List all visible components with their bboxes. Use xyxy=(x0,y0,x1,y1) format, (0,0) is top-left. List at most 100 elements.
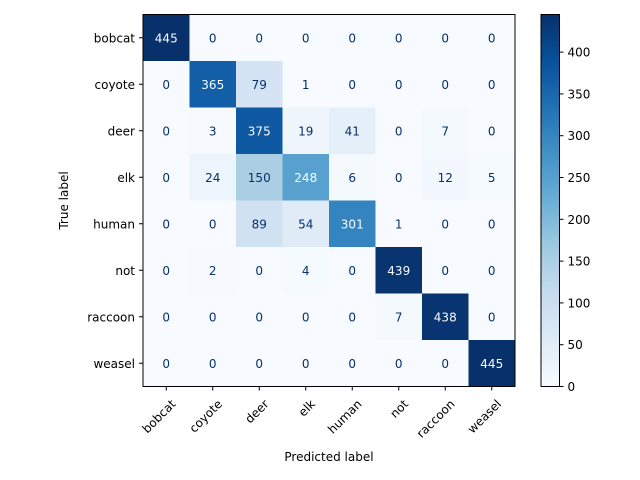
heatmap-cell xyxy=(329,14,376,62)
x-tick-label: weasel xyxy=(465,397,504,436)
heatmap-cell xyxy=(468,200,516,248)
heatmap-cell xyxy=(375,107,423,155)
cell-value-label: 0 xyxy=(488,217,496,231)
x-tick-label: bobcat xyxy=(140,397,179,436)
heatmap-cell xyxy=(422,154,469,201)
heatmap-cell xyxy=(422,340,469,387)
heatmap-cell xyxy=(375,293,423,341)
colorbar-tick-label: 200 xyxy=(568,213,591,227)
y-tick-label: not xyxy=(115,264,135,278)
colorbar-tick-label: 250 xyxy=(568,171,591,185)
x-tick-label: raccoon xyxy=(414,397,458,441)
cell-value-label: 248 xyxy=(294,171,317,185)
heatmap-cell xyxy=(375,154,423,201)
cell-value-label: 0 xyxy=(395,31,403,45)
cell-value-label: 0 xyxy=(441,217,449,231)
colorbar-tick-label: 350 xyxy=(568,87,591,101)
heatmap-cell xyxy=(282,200,330,248)
heatmap-cell xyxy=(282,340,330,387)
cell-value-label: 0 xyxy=(488,31,496,45)
heatmap-cell xyxy=(282,247,330,294)
heatmap-cell xyxy=(236,107,283,155)
x-tick-label: elk xyxy=(296,397,318,419)
y-tick-label: raccoon xyxy=(87,310,135,324)
x-tick-label: deer xyxy=(242,397,271,426)
heatmap-cell xyxy=(468,61,516,108)
heatmap-cell xyxy=(189,340,237,387)
cell-value-label: 439 xyxy=(387,264,410,278)
x-axis-ticks: bobcat coyote deer elk human not raccoon weasel xyxy=(140,386,504,441)
heatmap-cell xyxy=(236,154,283,201)
cell-value-label: 445 xyxy=(480,357,503,371)
cell-value-label: 0 xyxy=(209,357,217,371)
cell-value-label: 301 xyxy=(341,217,364,231)
cell-value-label: 19 xyxy=(298,124,313,138)
heatmap-cell xyxy=(468,247,516,294)
cell-value-label: 1 xyxy=(302,78,310,92)
cell-value-label: 0 xyxy=(395,357,403,371)
cell-value-label: 0 xyxy=(395,78,403,92)
cell-value-label: 445 xyxy=(155,31,178,45)
cell-value-label: 0 xyxy=(348,310,356,324)
cell-value-label: 0 xyxy=(255,31,263,45)
colorbar-gradient xyxy=(540,14,560,387)
cell-value-label: 12 xyxy=(438,171,453,185)
heatmap-cell xyxy=(143,14,190,62)
cell-value-label: 0 xyxy=(395,124,403,138)
cell-value-label: 4 xyxy=(302,264,310,278)
cell-value-label: 54 xyxy=(298,217,313,231)
cell-value-label: 0 xyxy=(302,310,310,324)
y-tick-label: elk xyxy=(117,171,135,185)
x-tick-label: not xyxy=(387,397,411,421)
heatmap-cell xyxy=(329,107,376,155)
heatmap-cell xyxy=(143,107,190,155)
heatmap-cell xyxy=(236,340,283,387)
cell-value-label: 0 xyxy=(162,171,170,185)
heatmap-cell xyxy=(143,154,190,201)
heatmap-cell xyxy=(189,293,237,341)
cell-value-label: 0 xyxy=(209,310,217,324)
cell-value-label: 365 xyxy=(201,78,224,92)
x-tick-label: human xyxy=(325,397,364,436)
heatmap-cell xyxy=(143,247,190,294)
cell-value-label: 0 xyxy=(441,31,449,45)
cell-value-label: 2 xyxy=(209,264,217,278)
cell-value-label: 0 xyxy=(348,78,356,92)
plot-frame xyxy=(142,14,516,387)
cell-value-label: 1 xyxy=(395,217,403,231)
heatmap-cell xyxy=(282,293,330,341)
cell-value-label: 0 xyxy=(209,31,217,45)
cell-value-label: 0 xyxy=(441,78,449,92)
heatmap-cell xyxy=(468,154,516,201)
cell-value-label: 3 xyxy=(209,124,217,138)
heatmap-cell xyxy=(468,107,516,155)
heatmap-cell xyxy=(236,61,283,108)
cell-value-label: 0 xyxy=(255,264,263,278)
cell-value-label: 0 xyxy=(488,310,496,324)
colorbar: 0 50 100 150 200 250 300 350 400 xyxy=(540,14,591,394)
heatmap-cell xyxy=(422,14,469,62)
y-tick-label: deer xyxy=(108,124,135,138)
cell-value-label: 0 xyxy=(488,124,496,138)
heatmap-cells xyxy=(143,14,516,387)
cell-value-label: 7 xyxy=(395,310,403,324)
heatmap-cell xyxy=(189,61,237,108)
y-tick-label: bobcat xyxy=(94,31,136,45)
cell-value-label: 0 xyxy=(302,357,310,371)
cell-value-label: 0 xyxy=(255,357,263,371)
heatmap-cell xyxy=(282,107,330,155)
heatmap-cell xyxy=(143,340,190,387)
heatmap-cell xyxy=(422,247,469,294)
cell-value-label: 0 xyxy=(255,310,263,324)
heatmap-cell xyxy=(189,154,237,201)
colorbar-tick-label: 50 xyxy=(568,338,583,352)
cell-value-label: 0 xyxy=(209,217,217,231)
cell-value-label: 0 xyxy=(395,171,403,185)
colorbar-tick-label: 400 xyxy=(568,46,591,60)
cell-value-label: 7 xyxy=(441,124,449,138)
heatmap-cell xyxy=(422,61,469,108)
heatmap-cell xyxy=(236,14,283,62)
heatmap-cell xyxy=(143,61,190,108)
cell-value-label: 0 xyxy=(348,31,356,45)
cell-value-label: 0 xyxy=(441,264,449,278)
